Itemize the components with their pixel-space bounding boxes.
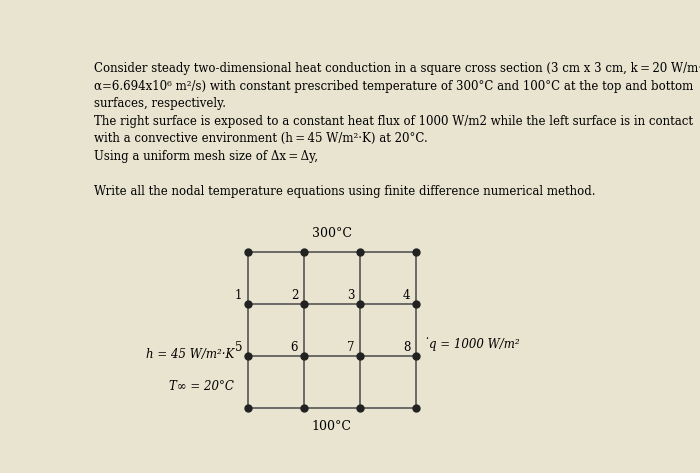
Text: α=6.694x10⁶ m²/s) with constant prescribed temperature of 300°C and 100°C at the: α=6.694x10⁶ m²/s) with constant prescrib… xyxy=(94,80,693,93)
Text: The right surface is exposed to a constant heat flux of 1000 W/m2 while the left: The right surface is exposed to a consta… xyxy=(94,114,693,128)
Text: 3: 3 xyxy=(346,289,354,302)
Text: Consider steady two-dimensional heat conduction in a square cross section (3 cm : Consider steady two-dimensional heat con… xyxy=(94,62,700,75)
Text: Using a uniform mesh size of Δx = Δy,: Using a uniform mesh size of Δx = Δy, xyxy=(94,149,318,163)
Text: 300°C: 300°C xyxy=(312,227,351,240)
Text: 5: 5 xyxy=(234,341,242,354)
Text: 7: 7 xyxy=(346,341,354,354)
Text: 1: 1 xyxy=(234,289,242,302)
Text: 2: 2 xyxy=(290,289,298,302)
Text: ̇q = 1000 W/m²: ̇q = 1000 W/m² xyxy=(429,338,520,351)
Text: 6: 6 xyxy=(290,341,298,354)
Text: 8: 8 xyxy=(403,341,410,354)
Text: with a convective environment (h = 45 W/m²·K) at 20°C.: with a convective environment (h = 45 W/… xyxy=(94,132,428,145)
Text: T∞ = 20°C: T∞ = 20°C xyxy=(169,380,234,394)
Text: surfaces, respectively.: surfaces, respectively. xyxy=(94,97,226,110)
Text: h = 45 W/m²·K: h = 45 W/m²·K xyxy=(146,348,234,361)
Text: 100°C: 100°C xyxy=(312,420,351,433)
Text: Write all the nodal temperature equations using finite difference numerical meth: Write all the nodal temperature equation… xyxy=(94,184,596,198)
Text: 4: 4 xyxy=(402,289,410,302)
